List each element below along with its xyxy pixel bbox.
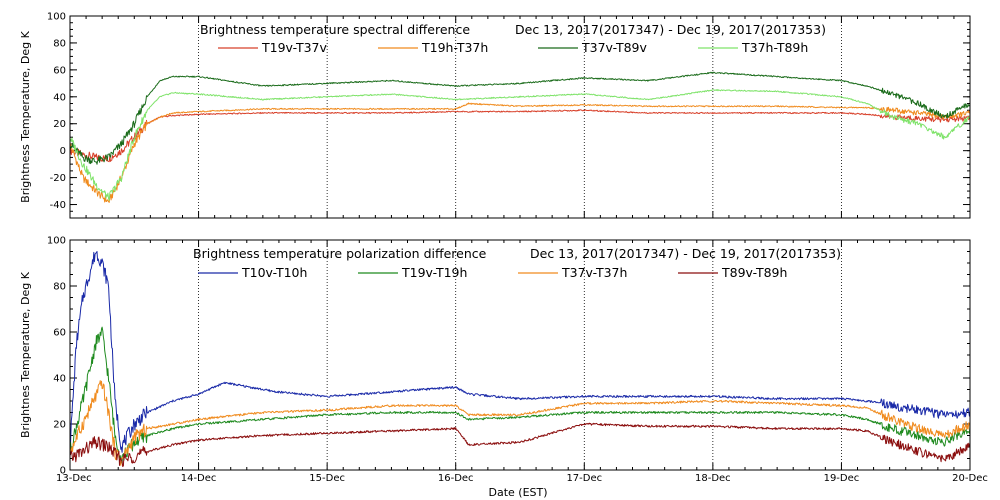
legend-label: T37v-T37h bbox=[561, 265, 627, 280]
xtick-label: 20-Dec bbox=[952, 473, 988, 484]
x-axis-label: Date (EST) bbox=[488, 486, 547, 499]
spectral-ytick-label: -20 bbox=[50, 173, 66, 184]
xtick-label: 14-Dec bbox=[181, 473, 217, 484]
polarization-difference-panel: 0 20 40 60 80 100 13-Dec 14-Dec 15-Dec 16-Dec 17-D… bbox=[19, 236, 988, 500]
spectral-difference-panel: -40 -20 0 20 40 60 80 100 Brightness temperature… bbox=[19, 12, 971, 219]
spectral-chart-title: Brightness temperature spectral differen… bbox=[200, 22, 470, 37]
series-line-t19h-t37h bbox=[69, 102, 971, 203]
series-line-t89v-t89h bbox=[69, 422, 971, 467]
polarization-plot-frame bbox=[69, 239, 971, 471]
legend-label: T19h-T37h bbox=[421, 40, 488, 55]
spectral-plot-frame bbox=[69, 15, 971, 219]
spectral-ytick-label: -40 bbox=[50, 200, 66, 211]
xtick-label: 16-Dec bbox=[438, 473, 474, 484]
polarization-ytick-label: 40 bbox=[53, 374, 66, 385]
xtick-label: 15-Dec bbox=[309, 473, 345, 484]
polarization-y-axis-label: Brightnes Temperature, Deg K bbox=[19, 271, 32, 438]
legend-label: T19v-T19h bbox=[401, 265, 467, 280]
spectral-y-axis-label: Brightness Temperature, Deg K bbox=[19, 30, 32, 202]
spectral-ytick-label: 100 bbox=[47, 12, 66, 23]
series-line-t19v-t37v bbox=[69, 109, 971, 163]
polarization-ytick-label: 80 bbox=[53, 282, 66, 293]
polarization-ytick-label: 100 bbox=[47, 236, 66, 247]
series-line-t37v-t89v bbox=[69, 71, 971, 165]
polarization-ytick-label: 60 bbox=[53, 328, 66, 339]
xtick-label: 19-Dec bbox=[824, 473, 860, 484]
spectral-ytick-label: 80 bbox=[53, 38, 66, 49]
spectral-ytick-label: 60 bbox=[53, 65, 66, 76]
xtick-label: 13-Dec bbox=[56, 473, 92, 484]
polarization-chart-title: Brightness temperature polarization diff… bbox=[193, 246, 487, 261]
polarization-ytick-label: 20 bbox=[53, 420, 66, 431]
spectral-date-range: Dec 13, 2017(2017347) - Dec 19, 2017(201… bbox=[515, 22, 826, 37]
legend-label: T37v-T89v bbox=[581, 40, 648, 55]
legend-label: T10v-T10h bbox=[241, 265, 307, 280]
spectral-ytick-label: 20 bbox=[53, 119, 66, 130]
polarization-ytick-label: 0 bbox=[60, 466, 66, 477]
spectral-ytick-label: 0 bbox=[60, 146, 66, 157]
series-line-t37v-t37h bbox=[69, 380, 971, 466]
series-line-t19v-t19h bbox=[69, 326, 971, 464]
xtick-label: 17-Dec bbox=[566, 473, 602, 484]
series-line-t37h-t89h bbox=[69, 89, 971, 201]
spectral-ytick-label: 40 bbox=[53, 92, 66, 103]
legend-label: T89v-T89h bbox=[721, 265, 787, 280]
legend-label: T37h-T89h bbox=[741, 40, 808, 55]
polarization-date-range: Dec 13, 2017(2017347) - Dec 19, 2017(201… bbox=[530, 246, 841, 261]
xtick-label: 18-Dec bbox=[695, 473, 731, 484]
series-line-t10v-t10h bbox=[69, 251, 971, 453]
legend-label: T19v-T37v bbox=[261, 40, 328, 55]
